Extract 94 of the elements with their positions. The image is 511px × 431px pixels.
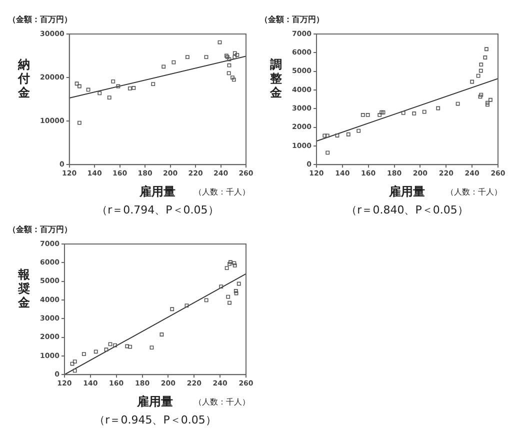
point (94, 350, 98, 354)
point (219, 284, 224, 288)
point (204, 55, 208, 60)
point (172, 60, 176, 64)
x-axis-title: 雇用量 (138, 184, 176, 199)
point (227, 57, 232, 62)
point (230, 76, 234, 80)
text: （r＝0.840、P＜0.05） (346, 203, 468, 216)
x-axis-title: 雇用量 (388, 184, 426, 199)
point (228, 260, 232, 264)
point (470, 80, 474, 84)
point (479, 62, 484, 67)
point (232, 261, 236, 266)
point (488, 98, 492, 102)
point (360, 113, 365, 117)
y-axis-title: 報奨金 (17, 267, 31, 310)
point (77, 120, 82, 125)
text: （r＝0.794、P＜0.05） (96, 203, 219, 216)
point (422, 110, 426, 114)
point (412, 112, 416, 116)
x-axis-title: 雇用量 (136, 394, 174, 409)
point (401, 110, 406, 115)
point (366, 113, 370, 117)
point (107, 96, 112, 100)
point (228, 300, 232, 305)
point (227, 63, 232, 68)
point (228, 262, 232, 266)
point (113, 343, 118, 348)
point (335, 134, 340, 138)
text: （人数：千人） (194, 188, 250, 197)
point (226, 294, 230, 299)
point (232, 78, 236, 82)
text: （金額：百万円） (8, 15, 72, 24)
point (226, 71, 231, 76)
point (74, 82, 79, 86)
point (170, 307, 174, 312)
point (104, 348, 108, 352)
point (160, 332, 164, 336)
text: （金額：百万円） (8, 225, 72, 234)
point (325, 134, 330, 138)
text: （金額：百万円） (260, 15, 324, 24)
point (236, 282, 241, 286)
point (150, 346, 154, 350)
point (326, 150, 330, 155)
point (108, 342, 112, 346)
point (72, 368, 77, 373)
point (151, 82, 156, 86)
point (232, 264, 237, 268)
point (232, 51, 237, 56)
point (82, 352, 86, 356)
point (380, 110, 384, 114)
y-axis-title: 納付金 (17, 57, 31, 100)
point (184, 304, 189, 308)
point (86, 88, 90, 92)
point (235, 52, 240, 57)
point (476, 74, 480, 78)
point (322, 134, 327, 138)
point (128, 86, 132, 90)
point (225, 55, 230, 60)
point (234, 289, 238, 293)
point (484, 47, 488, 52)
point (381, 110, 386, 114)
point (346, 132, 350, 136)
point (486, 102, 490, 107)
point (186, 55, 190, 60)
text: （人数：千人） (194, 398, 250, 407)
point (204, 298, 208, 302)
point (224, 266, 229, 270)
point (70, 362, 74, 366)
point (478, 68, 483, 73)
point (436, 106, 440, 110)
point (232, 55, 237, 60)
point (486, 100, 490, 105)
point (128, 344, 132, 349)
point (234, 291, 238, 296)
point (218, 40, 222, 44)
point (98, 91, 102, 96)
text: （r＝0.945、P＜0.05） (94, 413, 216, 426)
point (356, 128, 361, 133)
point (132, 86, 136, 90)
point (125, 344, 130, 348)
text: （人数：千人） (446, 188, 502, 197)
point (116, 84, 120, 88)
point (224, 54, 228, 58)
point (111, 79, 116, 84)
point (483, 56, 488, 60)
point (72, 360, 77, 364)
y-axis-title: 調整金 (269, 57, 283, 100)
point (162, 64, 166, 69)
point (77, 84, 82, 88)
point (479, 92, 484, 97)
point (478, 94, 482, 99)
point (456, 102, 460, 106)
point (378, 113, 382, 117)
